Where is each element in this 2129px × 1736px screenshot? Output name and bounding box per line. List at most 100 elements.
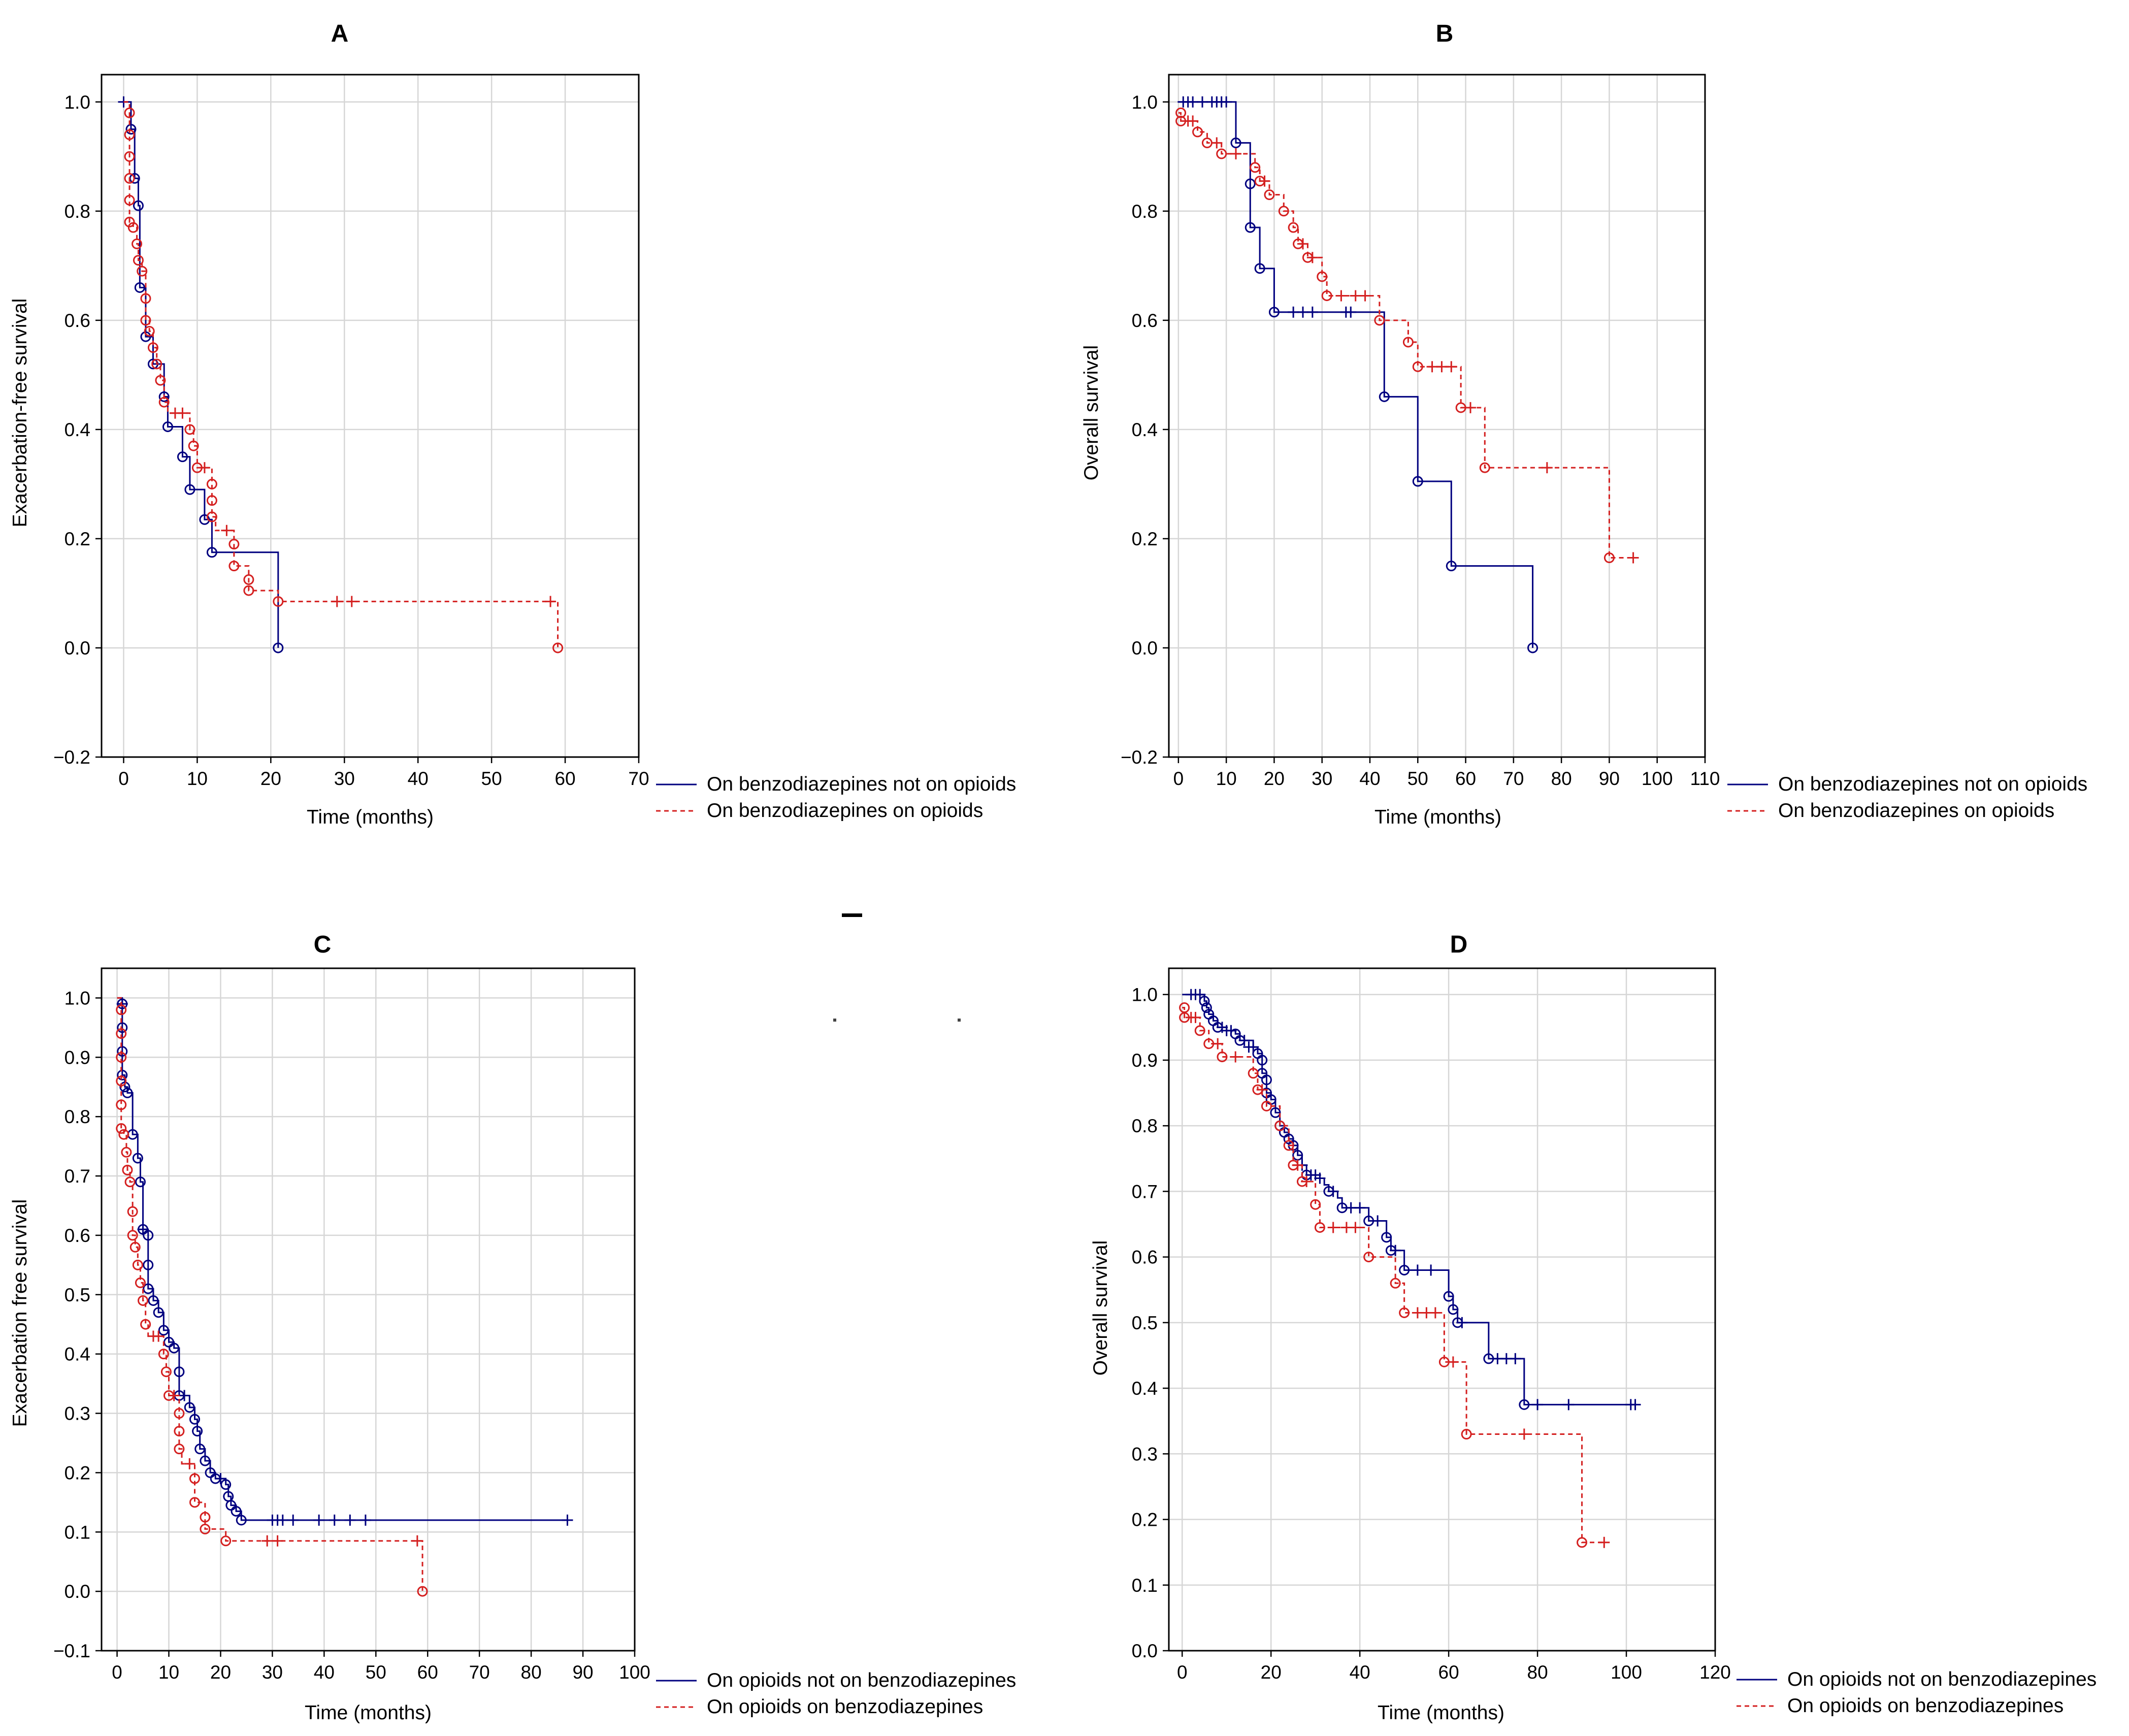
censor-mark: [1301, 1176, 1313, 1187]
event-marker: [206, 478, 217, 489]
censor-mark: [1306, 252, 1318, 264]
y-axis-label: Exacerbation-free survival: [9, 299, 31, 528]
event-marker: [127, 222, 139, 233]
event-marker: [125, 124, 137, 135]
event-marker: [116, 1004, 127, 1016]
censor-mark: [1248, 1041, 1259, 1053]
y-tick-label: 0.1: [1132, 1575, 1158, 1596]
censor-mark: [1456, 1317, 1468, 1328]
event-marker: [1314, 1222, 1325, 1233]
event-marker: [231, 1505, 242, 1517]
plot-frame: [101, 74, 640, 758]
y-tick-label: 0.5: [64, 1285, 90, 1305]
event-marker: [148, 1295, 159, 1306]
y-tick-label: 0.4: [64, 1344, 90, 1365]
censor-mark: [137, 1224, 149, 1235]
event-marker: [124, 129, 135, 140]
event-marker: [189, 1414, 200, 1425]
event-marker: [243, 574, 254, 585]
event-marker: [184, 424, 195, 435]
y-tick-label: −0.1: [53, 1641, 90, 1661]
event-marker: [169, 1342, 180, 1354]
series-on: [1179, 1002, 1610, 1548]
panel-d: 0 20 40 60 80 100 120 0.0 0.1 0.2 0.3 0.4 0.5 0.6 0.7 0…: [1090, 931, 2097, 1724]
event-marker: [158, 1325, 169, 1336]
event-marker: [184, 484, 195, 495]
plot-area: [118, 96, 564, 653]
event-marker: [1217, 1051, 1228, 1062]
event-marker: [1261, 1100, 1272, 1111]
censor-mark: [1510, 1353, 1521, 1364]
event-marker: [158, 397, 170, 408]
x-tick-label: 30: [334, 768, 355, 789]
y-tick-label: 0.4: [1132, 419, 1158, 440]
censor-mark: [1238, 1035, 1250, 1046]
x-tick-label: 0: [118, 768, 129, 789]
x-tick-label: 20: [210, 1662, 231, 1683]
censor-mark: [1532, 1399, 1544, 1411]
y-tick-label: 0.8: [1132, 1116, 1158, 1136]
event-marker: [143, 1230, 154, 1241]
event-marker: [118, 1129, 129, 1140]
event-marker: [228, 539, 240, 550]
event-marker: [1244, 222, 1256, 233]
event-marker: [1577, 1537, 1588, 1548]
event-marker: [1264, 189, 1275, 201]
event-marker: [1374, 315, 1385, 326]
censor-mark: [1335, 290, 1347, 302]
censor-mark: [1429, 1307, 1441, 1319]
x-tick-label: 90: [572, 1662, 593, 1683]
event-marker: [1268, 307, 1280, 318]
x-tick-label: 80: [1527, 1662, 1548, 1683]
event-marker: [129, 1241, 141, 1253]
x-tick-label: 60: [417, 1662, 438, 1683]
x-tick-label: 30: [1312, 768, 1332, 789]
plot-frame: [1168, 74, 1706, 758]
plot-area: [1175, 96, 1639, 653]
panel-c: 0 10 20 30 40 50 60 70 80 90 100 −0.1 0.0 0.1 0.2 0.3 0.…: [9, 931, 1016, 1724]
event-marker: [1199, 996, 1210, 1007]
event-marker: [417, 1586, 428, 1597]
y-tick-label: 0.2: [1132, 1510, 1158, 1530]
event-marker: [174, 1366, 185, 1378]
y-tick-label: 0.6: [64, 1225, 90, 1246]
event-marker: [552, 642, 564, 653]
y-tick-label: 0.2: [64, 1462, 90, 1483]
censor-mark: [1327, 1222, 1339, 1233]
event-marker: [1479, 462, 1490, 473]
censor-mark: [1436, 361, 1448, 373]
series-on: [116, 997, 428, 1597]
event-marker: [147, 342, 158, 353]
event-marker: [116, 1028, 127, 1039]
censor-mark: [1390, 1244, 1401, 1256]
x-axis-label: Time (months): [307, 806, 434, 828]
y-tick-label: −0.2: [53, 747, 90, 768]
event-marker: [1261, 1074, 1272, 1086]
event-marker: [1603, 552, 1615, 564]
censor-mark: [184, 1458, 195, 1469]
event-marker: [192, 1426, 203, 1437]
censor-mark: [1425, 1264, 1437, 1276]
censor-mark: [1187, 96, 1199, 108]
legend-label: On benzodiazepines not on opioids: [707, 773, 1016, 795]
event-marker: [135, 1277, 146, 1288]
y-tick-label: −0.2: [1121, 747, 1158, 768]
x-tick-label: 10: [187, 768, 208, 789]
censor-mark: [199, 462, 210, 474]
censor-mark: [1256, 1084, 1268, 1096]
legend-label: On opioids not on benzodiazepines: [707, 1669, 1016, 1691]
event-marker: [189, 1473, 200, 1484]
y-axis-label: Overall survival: [1090, 1240, 1111, 1376]
event-marker: [1201, 1002, 1212, 1013]
stray-dot-mark: [958, 1019, 961, 1022]
event-marker: [155, 375, 166, 386]
y-tick-label: 1.0: [1132, 92, 1158, 113]
y-tick-label: 0.6: [1132, 310, 1158, 331]
event-marker: [194, 1444, 206, 1455]
y-tick-label: 0.3: [1132, 1444, 1158, 1464]
event-marker: [1244, 178, 1256, 189]
plot-frame: [101, 967, 636, 1652]
x-axis-label: Time (months): [305, 1702, 432, 1724]
y-tick-label: 0.7: [1132, 1181, 1158, 1202]
